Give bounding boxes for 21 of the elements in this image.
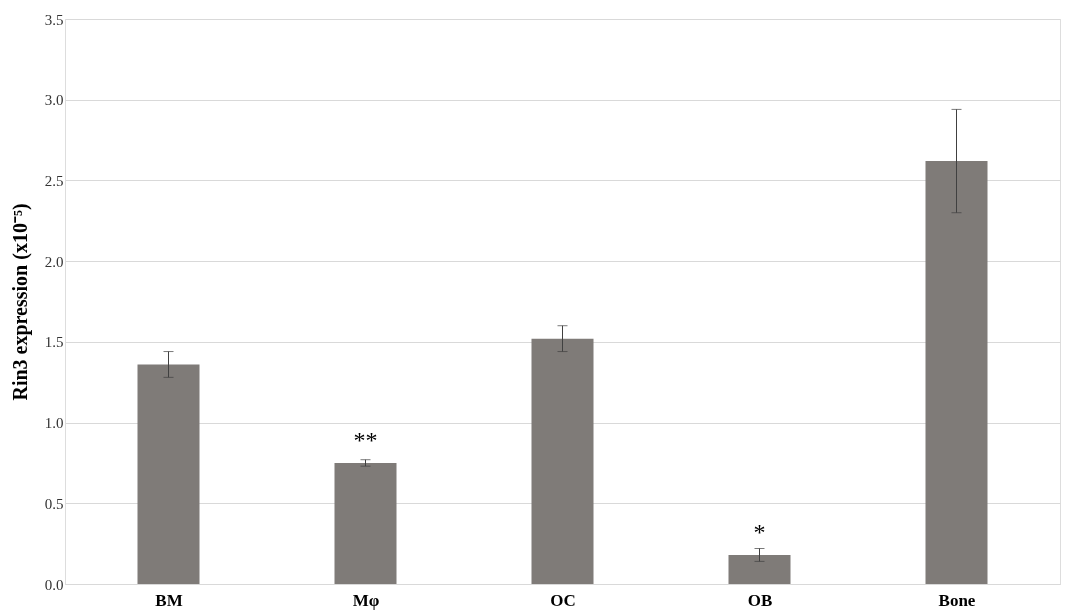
bar: [728, 554, 791, 584]
y-tick-label: 0.5: [44, 495, 64, 512]
y-tick-label: 3.5: [44, 11, 64, 28]
y-tick-label: 1.5: [44, 334, 64, 351]
x-tick-label: OB: [747, 590, 773, 610]
x-tick-label: Mφ: [352, 590, 380, 610]
bar: [925, 161, 988, 584]
x-tick-label: BM: [155, 590, 183, 610]
x-tick-label: Bone: [938, 590, 976, 610]
bar: [334, 462, 397, 584]
bar: [137, 364, 200, 584]
y-tick-label: 2.0: [44, 253, 64, 270]
y-tick-label: 2.5: [44, 172, 64, 189]
y-tick-label: 0.0: [44, 576, 64, 593]
y-tick-label: 1.0: [44, 415, 64, 432]
y-axis-title: Rin3 expression (x10⁻⁵): [8, 203, 32, 401]
annotation: **: [353, 426, 378, 453]
x-tick-label: OC: [550, 590, 576, 610]
y-tick-label: 3.0: [44, 92, 64, 109]
bar: [531, 338, 594, 584]
annotation: *: [753, 518, 766, 545]
